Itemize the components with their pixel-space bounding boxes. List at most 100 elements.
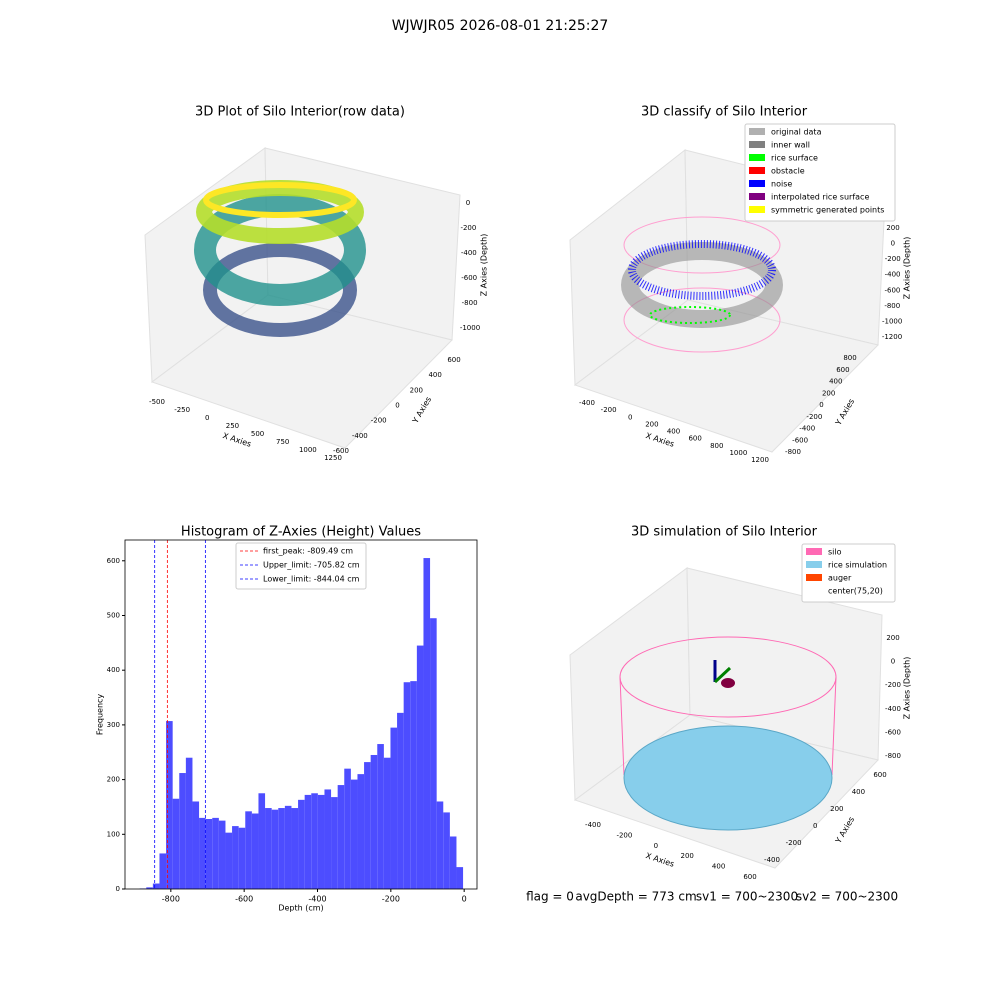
y-tick-label: 200 xyxy=(822,389,835,397)
legend-label: inner wall xyxy=(771,141,810,150)
y-tick-label: 600 xyxy=(873,771,886,779)
x-tick-label: -200 xyxy=(601,406,617,414)
bar xyxy=(436,801,444,889)
panel-3d xyxy=(569,567,883,869)
y-tick-label: 800 xyxy=(843,354,856,362)
x-tick-label: 250 xyxy=(226,422,239,430)
bar xyxy=(298,799,305,889)
legend-swatch xyxy=(749,167,765,174)
x-tick-label: -400 xyxy=(585,821,601,829)
y-tick-label: 600 xyxy=(107,557,120,565)
bar xyxy=(166,721,173,889)
bar xyxy=(317,794,325,889)
y-tick-label: -200 xyxy=(806,413,822,421)
chart-title: Histogram of Z-Axies (Height) Values xyxy=(181,525,421,540)
bar xyxy=(423,558,431,889)
footer-text: avgDepth = 773 cm xyxy=(575,890,696,904)
x-tick-label: -800 xyxy=(162,895,180,904)
z-tick-label: 0 xyxy=(891,658,895,666)
x-tick-label: 0 xyxy=(205,414,209,422)
y-tick-label: 0 xyxy=(813,822,817,830)
x-tick-label: -400 xyxy=(308,895,326,904)
x-tick-label: -400 xyxy=(579,399,595,407)
y-tick-label: 0 xyxy=(395,402,399,410)
y-tick-label: 400 xyxy=(829,378,842,386)
z-tick-label: 200 xyxy=(886,634,899,642)
bar xyxy=(324,789,332,889)
x-tick-label: -200 xyxy=(616,831,632,839)
bar xyxy=(304,794,312,889)
bar xyxy=(159,853,167,889)
x-tick-label: -250 xyxy=(174,406,190,414)
x-tick-label: 800 xyxy=(710,442,723,450)
z-tick-label: -400 xyxy=(885,271,901,279)
y-tick-label: -400 xyxy=(764,856,780,864)
bar xyxy=(416,645,424,889)
x-tick-label: -500 xyxy=(149,398,165,406)
bar xyxy=(199,817,206,889)
y-tick-label: 300 xyxy=(107,721,120,729)
x-tick-label: 750 xyxy=(276,438,289,446)
z-tick-label: -200 xyxy=(460,224,476,232)
bar xyxy=(370,754,378,889)
bar xyxy=(410,681,417,889)
bar xyxy=(311,793,318,889)
legend-label: Upper_limit: -705.82 cm xyxy=(263,561,360,570)
bar xyxy=(218,820,226,889)
bar xyxy=(383,757,391,889)
chart-title: 3D Plot of Silo Interior(row data) xyxy=(195,105,405,120)
bar xyxy=(172,798,180,889)
x-tick-label: 400 xyxy=(667,428,680,436)
legend-label: first_peak: -809.49 cm xyxy=(263,547,353,556)
x-tick-label: 600 xyxy=(743,873,756,881)
x-tick-label: -600 xyxy=(235,895,253,904)
z-tick-label: 0 xyxy=(891,240,895,248)
y-tick-label: 0 xyxy=(116,885,120,893)
bar xyxy=(278,808,285,889)
y-tick-label: -800 xyxy=(785,448,801,456)
legend-swatch xyxy=(749,193,765,200)
bar xyxy=(245,811,252,889)
bar xyxy=(331,797,338,889)
y-tick-label: 500 xyxy=(107,611,120,619)
bar xyxy=(185,757,193,889)
legend-label: obstacle xyxy=(771,167,805,176)
legend-label: silo xyxy=(828,548,842,557)
bar xyxy=(265,808,272,889)
legend-label: noise xyxy=(771,180,792,189)
bar xyxy=(291,808,299,889)
y-tick-label: -400 xyxy=(799,425,815,433)
z-tick-label: -200 xyxy=(885,255,901,263)
legend-label: original data xyxy=(771,128,822,137)
y-tick-label: -200 xyxy=(371,417,387,425)
z-tick-label: -1000 xyxy=(460,324,480,332)
bar xyxy=(337,785,345,889)
z-tick-label: -800 xyxy=(885,752,901,760)
bar xyxy=(284,805,292,889)
x-tick-label: 0 xyxy=(654,842,658,850)
bar xyxy=(212,817,219,889)
x-tick-label: 400 xyxy=(712,863,725,871)
z-axis-label: Z Axies (Depth) xyxy=(480,234,489,297)
x-tick-label: 1200 xyxy=(751,456,769,464)
chart-title: 3D simulation of Silo Interior xyxy=(631,525,818,540)
z-tick-label: -400 xyxy=(461,249,477,257)
bar xyxy=(430,618,437,889)
legend-box xyxy=(235,542,367,590)
bar xyxy=(251,813,259,889)
x-tick-label: 200 xyxy=(681,852,694,860)
legend-swatch xyxy=(806,548,822,555)
x-tick-label: 0 xyxy=(462,895,467,904)
y-tick-label: 200 xyxy=(830,805,843,813)
y-tick-label: 600 xyxy=(836,366,849,374)
x-tick-label: -200 xyxy=(382,895,400,904)
bar xyxy=(271,809,279,889)
y-tick-label: 0 xyxy=(819,401,823,409)
z-tick-label: -800 xyxy=(462,299,478,307)
x-tick-label: 0 xyxy=(628,413,632,421)
legend-label: center(75,20) xyxy=(828,587,883,596)
legend-swatch xyxy=(749,141,765,148)
legend-swatch xyxy=(806,561,822,568)
legend-label: interpolated rice surface xyxy=(771,193,869,202)
